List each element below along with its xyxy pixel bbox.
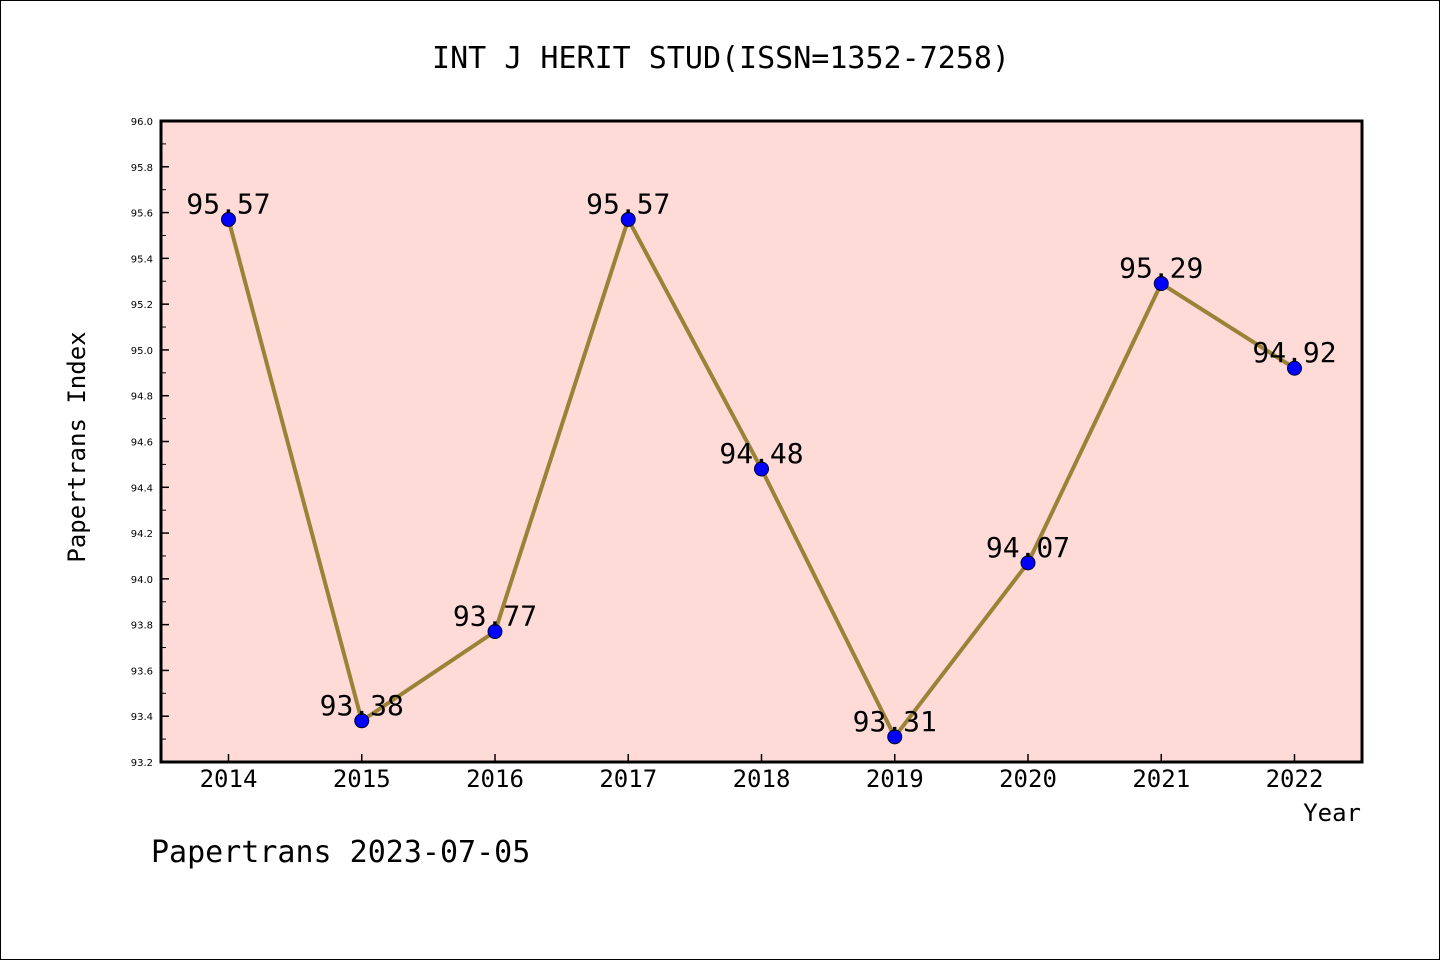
data-label: 93.77 [453, 600, 537, 633]
y-tick-label: 94.0 [131, 575, 153, 586]
y-tick-label: 96.0 [131, 117, 153, 128]
y-tick-label: 93.8 [131, 621, 153, 632]
x-tick-label: 2016 [466, 765, 524, 793]
data-label: 94.92 [1252, 336, 1336, 369]
data-labels: 95.57 93.38 93.77 95.57 94.48 93.31 94.07 95.29… [186, 187, 1336, 737]
data-label: 94.07 [986, 531, 1070, 564]
y-tick-label: 95.2 [131, 300, 153, 311]
y-tick-label: 95.0 [131, 346, 153, 357]
x-tick-label: 2019 [866, 765, 924, 793]
x-axis-label: Year [1303, 799, 1361, 827]
data-point [221, 211, 236, 227]
y-tick-label: 95.8 [131, 163, 153, 174]
y-tick-label: 95.6 [131, 209, 153, 220]
data-point [887, 729, 903, 745]
y-axis: 93.2 93.4 93.6 93.8 94.0 94.2 94.4 94.6 94.8 95.0… [131, 117, 169, 769]
y-tick-label: 93.2 [131, 758, 153, 769]
data-label: 93.31 [853, 705, 937, 738]
footer-credit: Papertrans 2023-07-05 [151, 835, 531, 870]
data-point [354, 713, 370, 729]
series-markers [221, 211, 1302, 745]
data-point [1153, 276, 1169, 292]
x-tick-label: 2022 [1266, 765, 1324, 793]
x-tick-label: 2018 [733, 765, 791, 793]
y-tick-label: 93.4 [131, 712, 153, 723]
y-tick-label: 93.6 [131, 666, 153, 677]
data-point [754, 461, 769, 477]
data-point [487, 624, 503, 640]
data-label: 95.29 [1119, 252, 1203, 285]
y-tick-label: 94.4 [131, 483, 153, 494]
x-axis: 2014 2015 2016 2017 2018 2019 2020 2021 2022 [200, 754, 1324, 793]
data-label: 93.38 [320, 689, 404, 722]
plot-area [159, 119, 1364, 764]
x-tick-label: 2014 [200, 765, 258, 793]
data-point [1020, 555, 1036, 571]
x-tick-label: 2021 [1132, 765, 1190, 793]
data-label: 95.57 [186, 187, 270, 220]
x-tick-label: 2015 [333, 765, 391, 793]
chart-title: INT J HERIT STUD(ISSN=1352-7258) [432, 41, 1010, 76]
y-axis-label: Papertrans Index [63, 331, 91, 562]
y-tick-label: 94.8 [131, 392, 153, 403]
x-tick-label: 2020 [999, 765, 1057, 793]
y-tick-label: 94.6 [131, 438, 153, 449]
x-tick-label: 2017 [599, 765, 657, 793]
y-tick-label: 95.4 [131, 254, 153, 265]
data-label: 94.48 [719, 437, 803, 470]
y-tick-label: 94.2 [131, 529, 153, 540]
data-point [1287, 360, 1302, 376]
data-label: 95.57 [586, 187, 670, 220]
data-point [620, 211, 636, 227]
